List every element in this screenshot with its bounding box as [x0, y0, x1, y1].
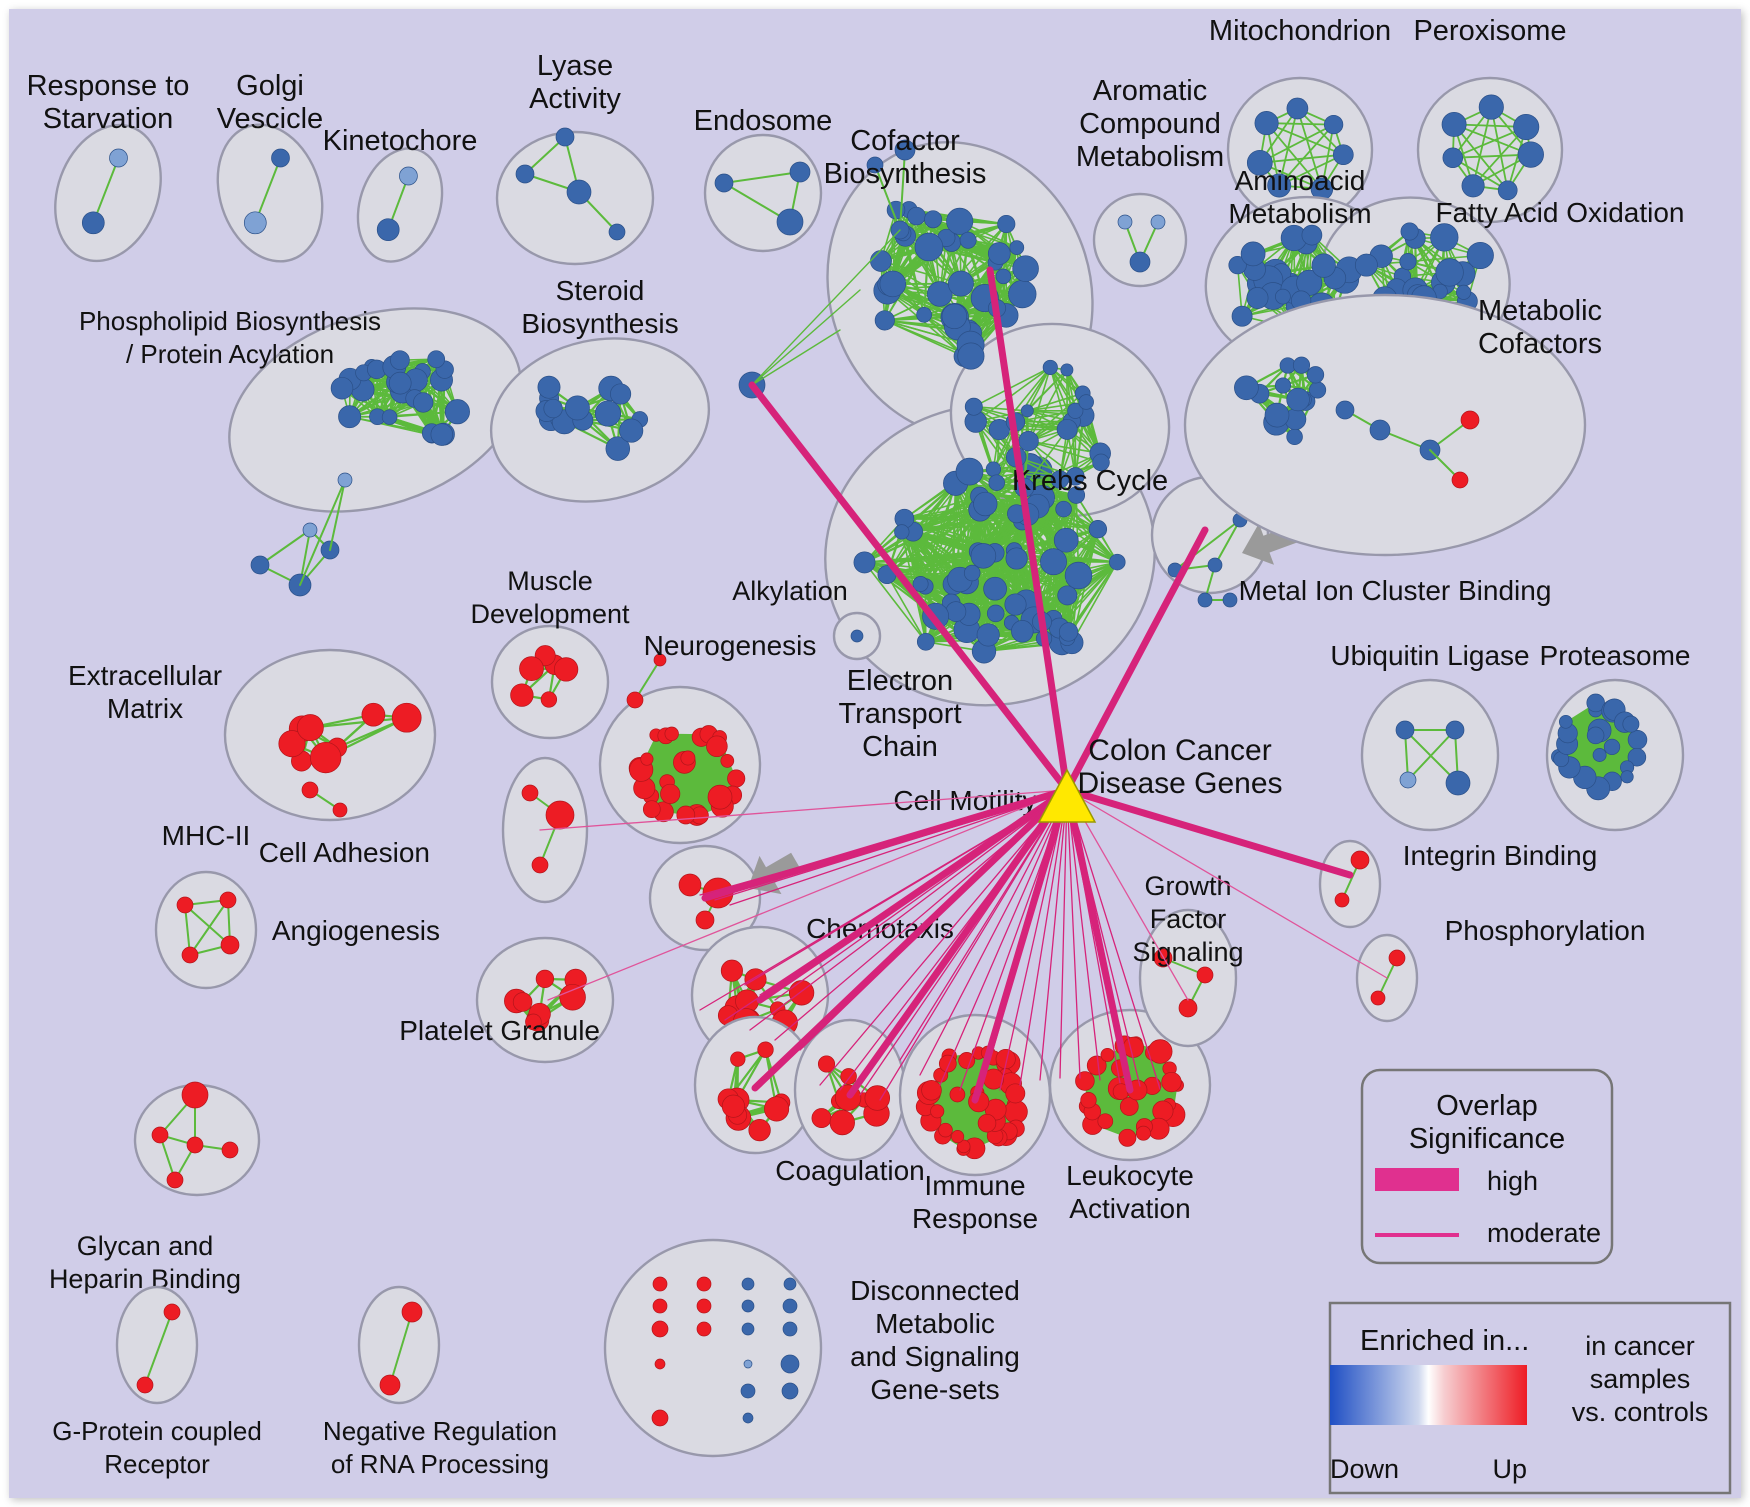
- svg-text:moderate: moderate: [1487, 1218, 1601, 1248]
- svg-text:Cofactors: Cofactors: [1478, 328, 1602, 360]
- svg-text:Integrin Binding: Integrin Binding: [1403, 840, 1598, 871]
- svg-text:Chain: Chain: [862, 731, 938, 763]
- svg-text:Mitochondrion: Mitochondrion: [1209, 15, 1391, 47]
- svg-text:Gene-sets: Gene-sets: [870, 1374, 999, 1405]
- svg-text:Negative Regulation: Negative Regulation: [323, 1416, 557, 1446]
- svg-text:Overlap: Overlap: [1436, 1090, 1538, 1122]
- svg-text:Phosphorylation: Phosphorylation: [1445, 915, 1646, 946]
- svg-text:Activity: Activity: [529, 83, 621, 115]
- svg-text:Ubiquitin Ligase: Ubiquitin Ligase: [1330, 640, 1529, 671]
- svg-text:Steroid: Steroid: [556, 275, 645, 306]
- svg-text:/ Protein Acylation: / Protein Acylation: [126, 339, 334, 369]
- svg-text:Growth: Growth: [1144, 871, 1231, 901]
- svg-text:Aminoacid: Aminoacid: [1235, 165, 1366, 196]
- svg-text:Compound: Compound: [1079, 108, 1221, 140]
- svg-text:Platelet Granule: Platelet Granule: [399, 1015, 600, 1046]
- svg-text:Extracellular: Extracellular: [68, 660, 222, 691]
- svg-text:Electron: Electron: [847, 665, 953, 697]
- svg-text:Colon Cancer: Colon Cancer: [1088, 734, 1271, 767]
- svg-text:Receptor: Receptor: [104, 1449, 210, 1479]
- svg-text:Neurogenesis: Neurogenesis: [644, 630, 817, 661]
- svg-text:of RNA Processing: of RNA Processing: [331, 1449, 549, 1479]
- svg-text:MHC-II: MHC-II: [162, 820, 251, 851]
- svg-text:Alkylation: Alkylation: [732, 576, 848, 606]
- svg-text:Lyase: Lyase: [537, 50, 613, 82]
- svg-text:Peroxisome: Peroxisome: [1413, 15, 1566, 47]
- svg-text:Cofactor: Cofactor: [850, 125, 960, 157]
- svg-text:Significance: Significance: [1409, 1123, 1565, 1155]
- svg-text:Biosynthesis: Biosynthesis: [521, 308, 678, 339]
- svg-text:Factor: Factor: [1150, 904, 1227, 934]
- svg-text:Metabolism: Metabolism: [1228, 198, 1371, 229]
- svg-text:Glycan and: Glycan and: [77, 1231, 214, 1261]
- svg-text:Response: Response: [912, 1203, 1038, 1234]
- svg-text:Development: Development: [470, 599, 630, 629]
- svg-text:Disease Genes: Disease Genes: [1077, 767, 1282, 800]
- svg-text:Signaling: Signaling: [1132, 937, 1243, 967]
- svg-text:Krebs Cycle: Krebs Cycle: [1012, 465, 1168, 497]
- svg-text:samples: samples: [1590, 1364, 1691, 1394]
- svg-text:Disconnected: Disconnected: [850, 1275, 1020, 1306]
- svg-text:Fatty Acid Oxidation: Fatty Acid Oxidation: [1435, 197, 1684, 228]
- svg-text:in cancer: in cancer: [1585, 1331, 1695, 1361]
- svg-text:Metabolic: Metabolic: [875, 1308, 995, 1339]
- svg-text:Endosome: Endosome: [694, 105, 833, 137]
- svg-text:Enriched in...: Enriched in...: [1360, 1325, 1529, 1357]
- svg-text:Muscle: Muscle: [507, 566, 593, 596]
- svg-text:Leukocyte: Leukocyte: [1066, 1160, 1194, 1191]
- svg-text:Vescicle: Vescicle: [217, 103, 323, 135]
- svg-text:Immune: Immune: [924, 1170, 1025, 1201]
- svg-text:Starvation: Starvation: [43, 103, 174, 135]
- svg-text:Activation: Activation: [1069, 1193, 1190, 1224]
- svg-text:Down: Down: [1330, 1454, 1399, 1484]
- svg-text:Biosynthesis: Biosynthesis: [824, 158, 987, 190]
- svg-text:Angiogenesis: Angiogenesis: [272, 915, 440, 946]
- svg-text:Matrix: Matrix: [107, 693, 183, 724]
- svg-text:Metabolism: Metabolism: [1076, 141, 1224, 173]
- svg-text:G-Protein coupled: G-Protein coupled: [52, 1416, 262, 1446]
- svg-text:vs. controls: vs. controls: [1572, 1397, 1709, 1427]
- svg-text:high: high: [1487, 1166, 1538, 1196]
- svg-text:Aromatic: Aromatic: [1093, 75, 1207, 107]
- svg-text:Coagulation: Coagulation: [775, 1155, 924, 1186]
- svg-text:and Signaling: and Signaling: [850, 1341, 1020, 1372]
- svg-text:Metal Ion Cluster Binding: Metal Ion Cluster Binding: [1239, 575, 1552, 606]
- svg-text:Proteasome: Proteasome: [1540, 640, 1691, 671]
- svg-text:Response to: Response to: [27, 70, 190, 102]
- svg-text:Golgi: Golgi: [236, 70, 304, 102]
- svg-text:Transport: Transport: [838, 698, 961, 730]
- svg-text:Metabolic: Metabolic: [1478, 295, 1602, 327]
- svg-text:Cell Adhesion: Cell Adhesion: [259, 837, 430, 868]
- svg-text:Up: Up: [1492, 1454, 1527, 1484]
- svg-text:Kinetochore: Kinetochore: [323, 125, 478, 157]
- svg-text:Phospholipid Biosynthesis: Phospholipid Biosynthesis: [79, 306, 381, 336]
